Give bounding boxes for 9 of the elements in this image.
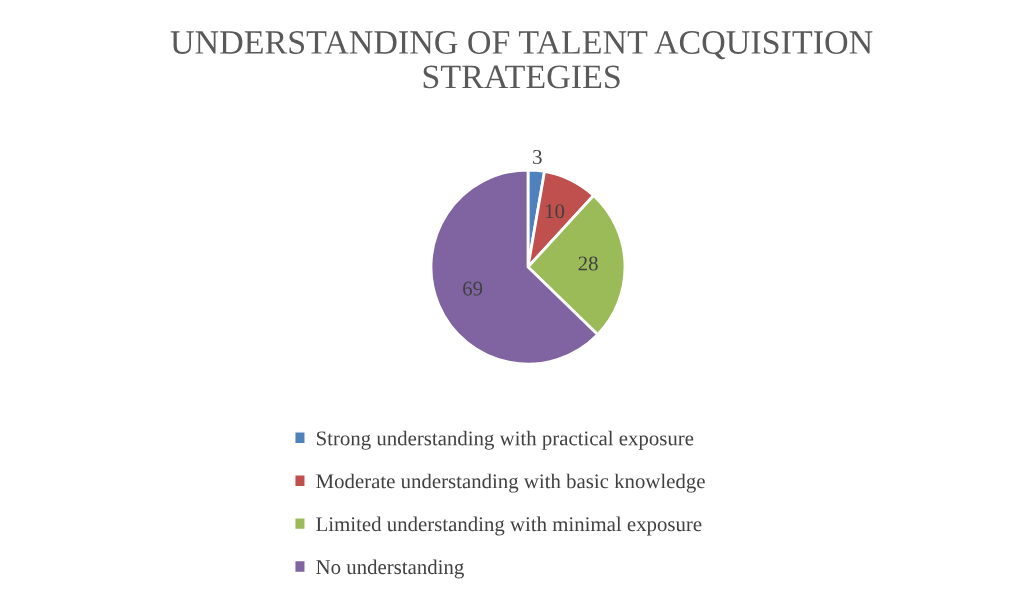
legend-label: Limited understanding with minimal exposure	[316, 516, 702, 536]
legend-label: No understanding	[316, 559, 464, 579]
legend-label: Strong understanding with practical exposure	[316, 430, 694, 450]
chart-title: UNDERSTANDING OF TALENT ACQUISITION STRATEGIES	[170, 31, 873, 89]
data-label: 28	[578, 256, 598, 271]
data-label: 10	[545, 204, 565, 219]
data-label: 69	[463, 281, 483, 296]
legend-label: Moderate understanding with basic knowledge	[316, 473, 705, 493]
data-label: 3	[533, 149, 542, 164]
